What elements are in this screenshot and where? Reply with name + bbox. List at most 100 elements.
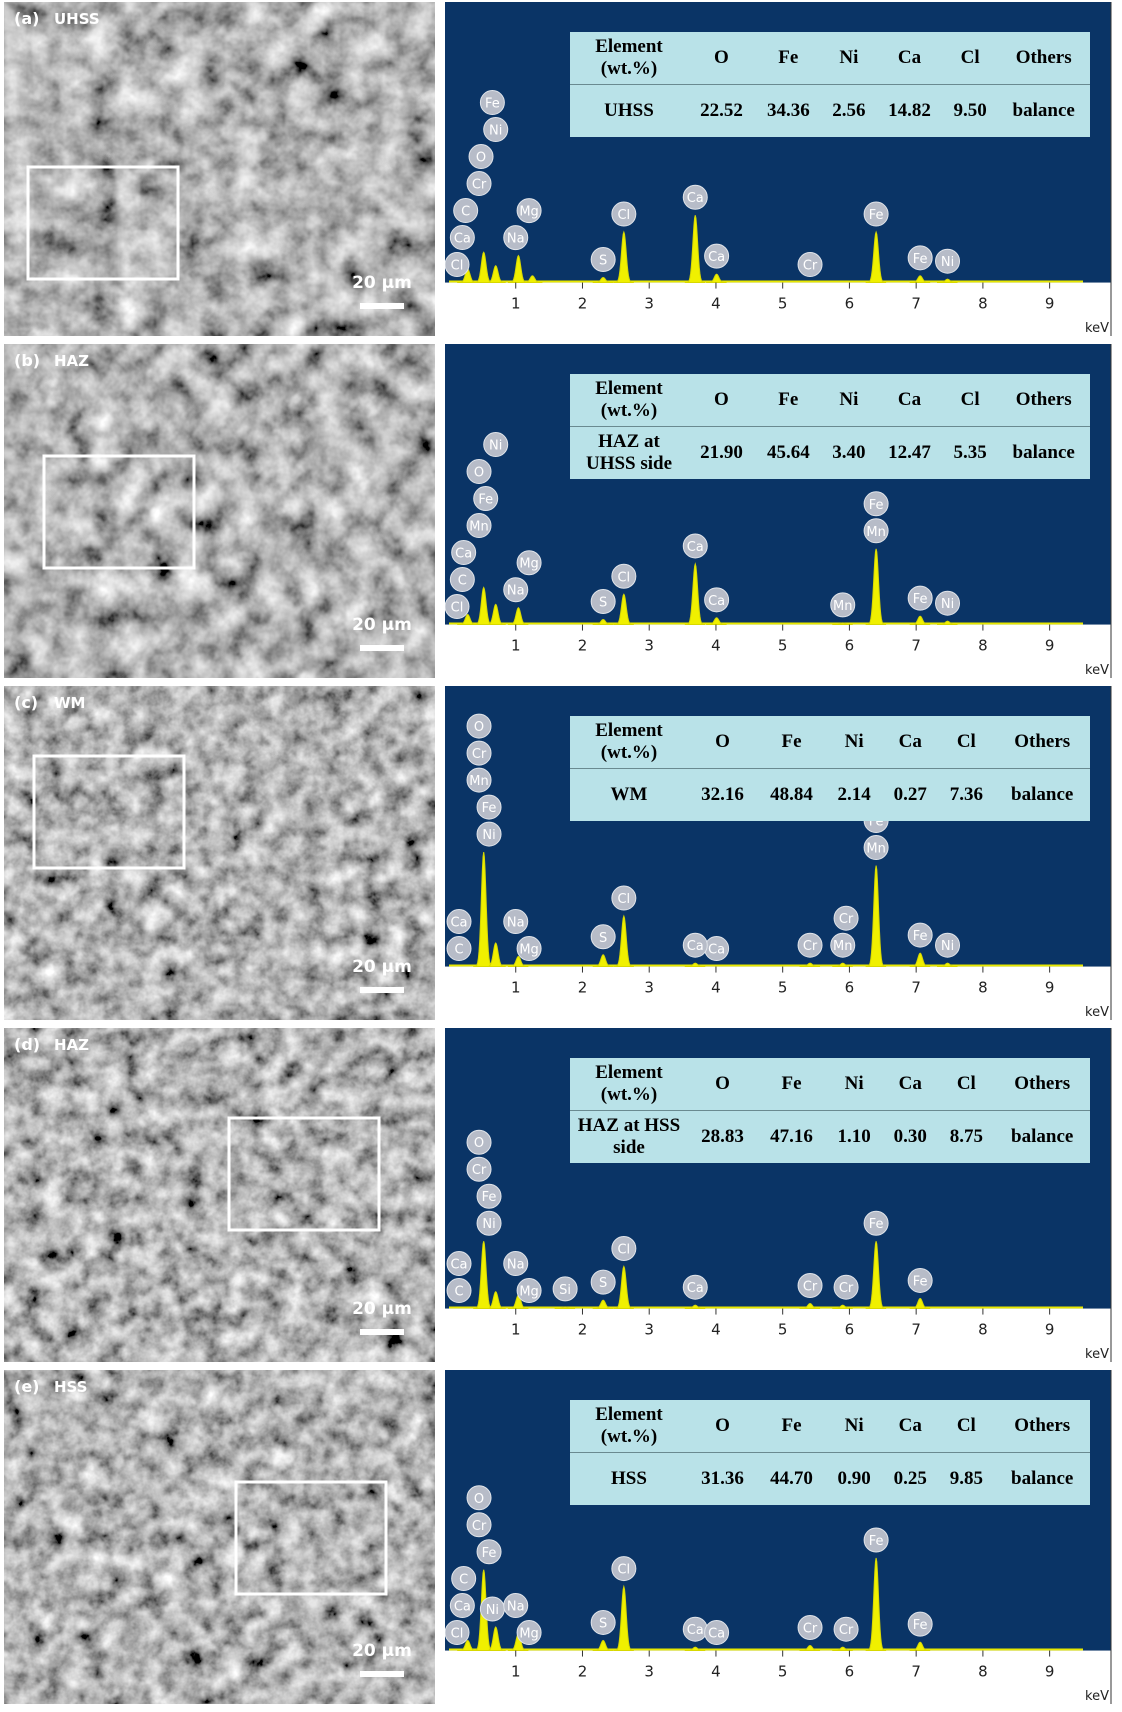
peak-label: Mn (469, 774, 488, 789)
data-cell: 45.64 (755, 427, 822, 480)
x-tick-label: 4 (711, 637, 721, 655)
composition-table: Element (wt.%)OFeNiCaClOthersHSS31.3644.… (570, 1400, 1090, 1505)
peak-label: Na (507, 584, 525, 599)
data-cell: 1.10 (826, 1111, 882, 1164)
header-cell: Cl (938, 1400, 994, 1453)
peak-label: Mn (833, 939, 852, 954)
x-tick-label: 4 (711, 979, 721, 997)
x-tick-label: 4 (711, 1663, 721, 1681)
peak-label: Na (507, 1600, 525, 1615)
x-tick-label: 1 (511, 1663, 521, 1681)
data-cell: 0.27 (882, 769, 938, 822)
peak-label: Fe (485, 97, 500, 112)
x-tick-label: 8 (978, 295, 988, 313)
x-tick-label: 2 (578, 979, 588, 997)
peak-label: Ni (486, 1603, 499, 1618)
header-cell: Others (994, 1400, 1090, 1453)
peak-label: Mn (866, 525, 885, 540)
x-tick-label: 7 (911, 1663, 921, 1681)
peak-label: Fe (913, 929, 928, 944)
peak-label: Cl (451, 259, 464, 274)
peak-label: O (474, 1492, 484, 1507)
peak-label: Ni (941, 939, 954, 954)
peak-label: O (474, 720, 484, 735)
peak-label: Ca (687, 1623, 704, 1638)
peak-label: Fe (913, 252, 928, 267)
peak-label: Cl (617, 208, 630, 223)
x-tick-label: 7 (911, 637, 921, 655)
peak-label: Ca (455, 547, 472, 562)
peak-label: Mg (519, 205, 538, 220)
header-cell: Element (wt.%) (570, 374, 688, 427)
x-tick-label: 2 (578, 1663, 588, 1681)
x-tick-label: 4 (711, 1321, 721, 1339)
data-row: HAZ at HSS side28.8347.161.100.308.75bal… (570, 1111, 1090, 1164)
peak-label: Na (507, 232, 525, 247)
x-tick-label: 6 (845, 637, 855, 655)
peak-label: S (599, 254, 607, 269)
x-tick-label: 9 (1045, 1663, 1055, 1681)
peak-label: Mn (833, 599, 852, 614)
data-cell: UHSS (570, 85, 688, 138)
peak-label: Fe (913, 592, 928, 607)
data-cell: 48.84 (757, 769, 826, 822)
table-body: Element (wt.%)OFeNiCaClOthersHSS31.3644.… (570, 1400, 1090, 1505)
data-cell: 2.14 (826, 769, 882, 822)
x-tick-label: 4 (711, 295, 721, 313)
axis-unit: keV (1085, 663, 1109, 678)
header-cell: Ca (876, 32, 943, 85)
data-cell: WM (570, 769, 688, 822)
peak-label: Cl (451, 1627, 464, 1642)
composition-table: Element (wt.%)OFeNiCaClOthersUHSS22.5234… (570, 32, 1090, 137)
header-cell: Others (994, 1058, 1090, 1111)
header-cell: Ca (882, 716, 938, 769)
header-row: Element (wt.%)OFeNiCaClOthers (570, 1400, 1090, 1453)
scale-bar-label: 20 μm (352, 1641, 412, 1661)
peak-label: Cr (472, 1519, 487, 1534)
peak-label: Ni (941, 255, 954, 270)
panel-tag: (d) (14, 1035, 40, 1054)
peak-label: Ni (482, 1217, 495, 1232)
axis-unit: keV (1085, 1005, 1109, 1020)
peak-label: Ca (687, 939, 704, 954)
axis-unit: keV (1085, 321, 1109, 336)
peak-label: Cr (803, 1622, 818, 1637)
peak-label: Ca (687, 191, 704, 206)
header-cell: O (688, 374, 755, 427)
peak-label: Mn (866, 842, 885, 857)
peak-label: Cr (803, 259, 818, 274)
peak-label: Mn (469, 520, 488, 535)
data-cell: balance (994, 1111, 1090, 1164)
header-cell: Fe (757, 1400, 826, 1453)
data-cell: 12.47 (876, 427, 943, 480)
peak-label: Cl (451, 601, 464, 616)
header-cell: Ca (882, 1058, 938, 1111)
data-cell: 32.16 (688, 769, 757, 822)
data-cell: HSS (570, 1453, 688, 1506)
peak-label: C (458, 574, 467, 589)
x-tick-label: 8 (978, 1321, 988, 1339)
data-cell: balance (994, 769, 1090, 822)
table-body: Element (wt.%)OFeNiCaClOthersHAZ at UHSS… (570, 374, 1090, 479)
header-cell: Cl (938, 716, 994, 769)
peak-label: Ca (454, 1600, 471, 1615)
x-tick-label: 9 (1045, 979, 1055, 997)
data-cell: 3.40 (822, 427, 876, 480)
peak-label: Fe (913, 1274, 928, 1289)
table-body: Element (wt.%)OFeNiCaClOthersUHSS22.5234… (570, 32, 1090, 137)
x-tick-label: 7 (911, 979, 921, 997)
peak-label: Ni (482, 828, 495, 843)
scale-bar-label: 20 μm (352, 957, 412, 977)
peak-label: Cr (839, 1281, 854, 1296)
peak-label: S (599, 1276, 607, 1291)
data-cell: 34.36 (755, 85, 822, 138)
panel: (c)WM20 μm123456789keVCCaNiFeMnCrOMgNaSC… (0, 686, 1122, 1020)
peak-label: Cl (617, 570, 630, 585)
peak-label: Cl (617, 1242, 630, 1257)
header-cell: Others (997, 32, 1090, 85)
data-cell: 2.56 (822, 85, 876, 138)
peak-label: S (599, 596, 607, 611)
panel-tag: (e) (14, 1377, 39, 1396)
